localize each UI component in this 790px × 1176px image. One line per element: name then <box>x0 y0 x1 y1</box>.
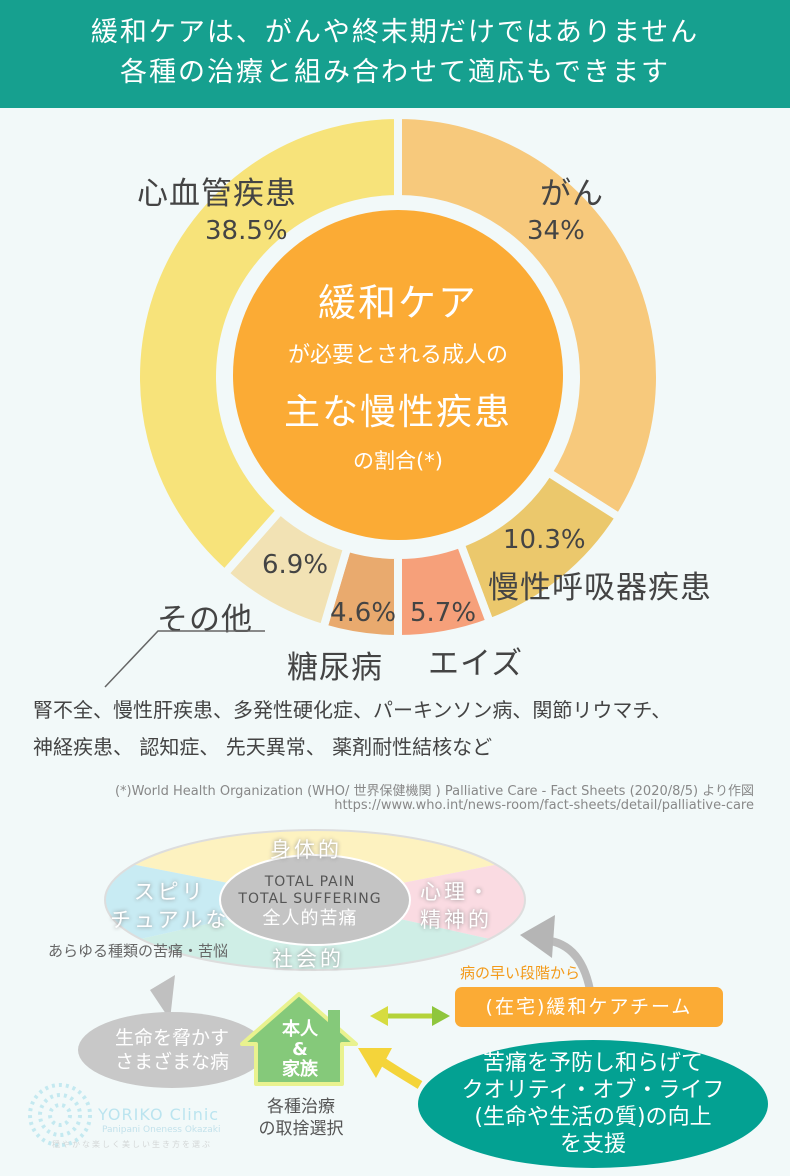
house-caption-1: 各種治療 <box>267 1097 335 1117</box>
center-line-c: 全人的苦痛 <box>262 908 358 929</box>
segment-spiritual: スピリ チュアルな <box>110 878 229 934</box>
disease-line-2: さまざまな病 <box>114 1051 229 1073</box>
label-cancer: がん <box>540 176 604 212</box>
header-line-1: 緩和ケアは、がんや終末期だけではありません <box>90 17 700 48</box>
pct-aids: 5.7% <box>410 598 477 628</box>
donut-center: 緩和ケア が必要とされる成人の 主な慢性疾患 の割合(*) <box>233 210 563 540</box>
pct-other: 6.9% <box>262 550 329 580</box>
logo-sub: Panipani Oneness Okazaki <box>102 1125 221 1135</box>
source-url[interactable]: https://www.who.int/news-room/fact-sheet… <box>334 798 754 813</box>
donut-slice-5 <box>132 110 402 580</box>
gray-arrow-head-left <box>150 975 175 1020</box>
logo-name: YORIKO Clinic <box>98 1105 220 1124</box>
house-line-2: & <box>292 1039 308 1060</box>
label-cardio: 心血管疾患 <box>137 176 297 212</box>
label-respiratory: 慢性呼吸器疾患 <box>488 570 712 606</box>
donut-chart <box>132 110 664 644</box>
pct-diabetes: 4.6% <box>330 598 397 628</box>
other-diseases-note: 腎不全、慢性肝疾患、多発性硬化症、パーキンソン病、関節リウマチ、 神経疾患、 認… <box>33 692 671 766</box>
center-line-2: が必要とされる成人の <box>287 343 508 368</box>
header-banner: 緩和ケアは、がんや終末期だけではありません 各種の治療と組み合わせて適応もできま… <box>0 0 790 108</box>
other-leader-line <box>104 630 265 688</box>
donut-slice-0 <box>394 110 664 523</box>
note-line-2: 神経疾患、 認知症、 先天異常、 薬剤耐性結核など <box>33 735 493 759</box>
house-caption-2: の取捨選択 <box>258 1119 344 1139</box>
disease-bubble: 生命を脅かす さまざまな病 <box>78 1012 266 1088</box>
gray-arrow-head-right <box>520 915 555 958</box>
pct-respiratory: 10.3% <box>503 525 586 555</box>
note-line-1: 腎不全、慢性肝疾患、多発性硬化症、パーキンソン病、関節リウマチ、 <box>33 698 672 722</box>
clinic-logo: YORIKO Clinic Panipani Oneness Okazaki 穏… <box>20 1075 220 1159</box>
support-line-3: (生命や生活の質)の向上 <box>474 1105 712 1130</box>
house-label: 本人 & 家族 <box>258 1020 342 1080</box>
segment-physical: 身体的 <box>270 838 342 862</box>
total-pain-center: TOTAL PAIN TOTAL SUFFERING 全人的苦痛 <box>220 874 400 930</box>
total-pain-diagram <box>104 829 526 971</box>
house-line-1: 本人 <box>282 1019 318 1040</box>
segment-social: 社会的 <box>272 947 344 971</box>
support-line-4: を支援 <box>559 1132 626 1157</box>
pct-cardio: 38.5% <box>205 216 288 246</box>
label-other: その他 <box>157 602 253 638</box>
support-line-2: クオリティ・オブ・ライフ <box>461 1078 725 1103</box>
header-line-2: 各種の治療と組み合わせて適応もできます <box>120 57 670 88</box>
spiritual-line-2: チュアルな <box>110 908 230 932</box>
segment-psychological: 心理・ 精神的 <box>420 878 492 934</box>
spiral-logo-icon <box>28 1083 92 1147</box>
support-line-1: 苦痛を予防し和らげて <box>482 1051 703 1076</box>
psych-line-2: 精神的 <box>420 908 492 932</box>
house-icon <box>240 992 358 1086</box>
center-line-a: TOTAL PAIN <box>264 874 356 890</box>
early-stage-label: 病の早い段階から <box>460 964 581 982</box>
spiritual-line-1: スピリ <box>133 880 206 904</box>
center-title: 緩和ケア <box>317 281 478 325</box>
center-line-b: TOTAL SUFFERING <box>238 891 382 907</box>
house-caption: 各種治療 の取捨選択 <box>240 1096 362 1140</box>
house-line-3: 家族 <box>282 1059 318 1080</box>
source-citation: (*)World Health Organization (WHO/ 世界保健機… <box>114 784 754 799</box>
palliative-team-box: (在宅)緩和ケアチーム <box>455 987 723 1027</box>
total-pain-caption: あらゆる種類の苦痛・苦悩 <box>48 942 229 960</box>
label-aids: エイズ <box>428 646 524 682</box>
psych-line-1: 心理・ <box>420 880 492 904</box>
center-line-3: 主な慢性疾患 <box>283 392 512 433</box>
center-line-4: の割合(*) <box>353 449 443 473</box>
flow-arrows <box>150 915 594 1089</box>
disease-line-1: 生命を脅かす <box>114 1027 229 1049</box>
support-bubble: 苦痛を予防し和らげて クオリティ・オブ・ライフ (生命や生活の質)の向上 を支援 <box>418 1040 768 1168</box>
pct-cancer: 34% <box>527 216 585 246</box>
logo-tagline: 穏やかな楽しく美しい生き方を選ぶ <box>52 1140 212 1149</box>
label-diabetes: 糖尿病 <box>287 650 383 686</box>
